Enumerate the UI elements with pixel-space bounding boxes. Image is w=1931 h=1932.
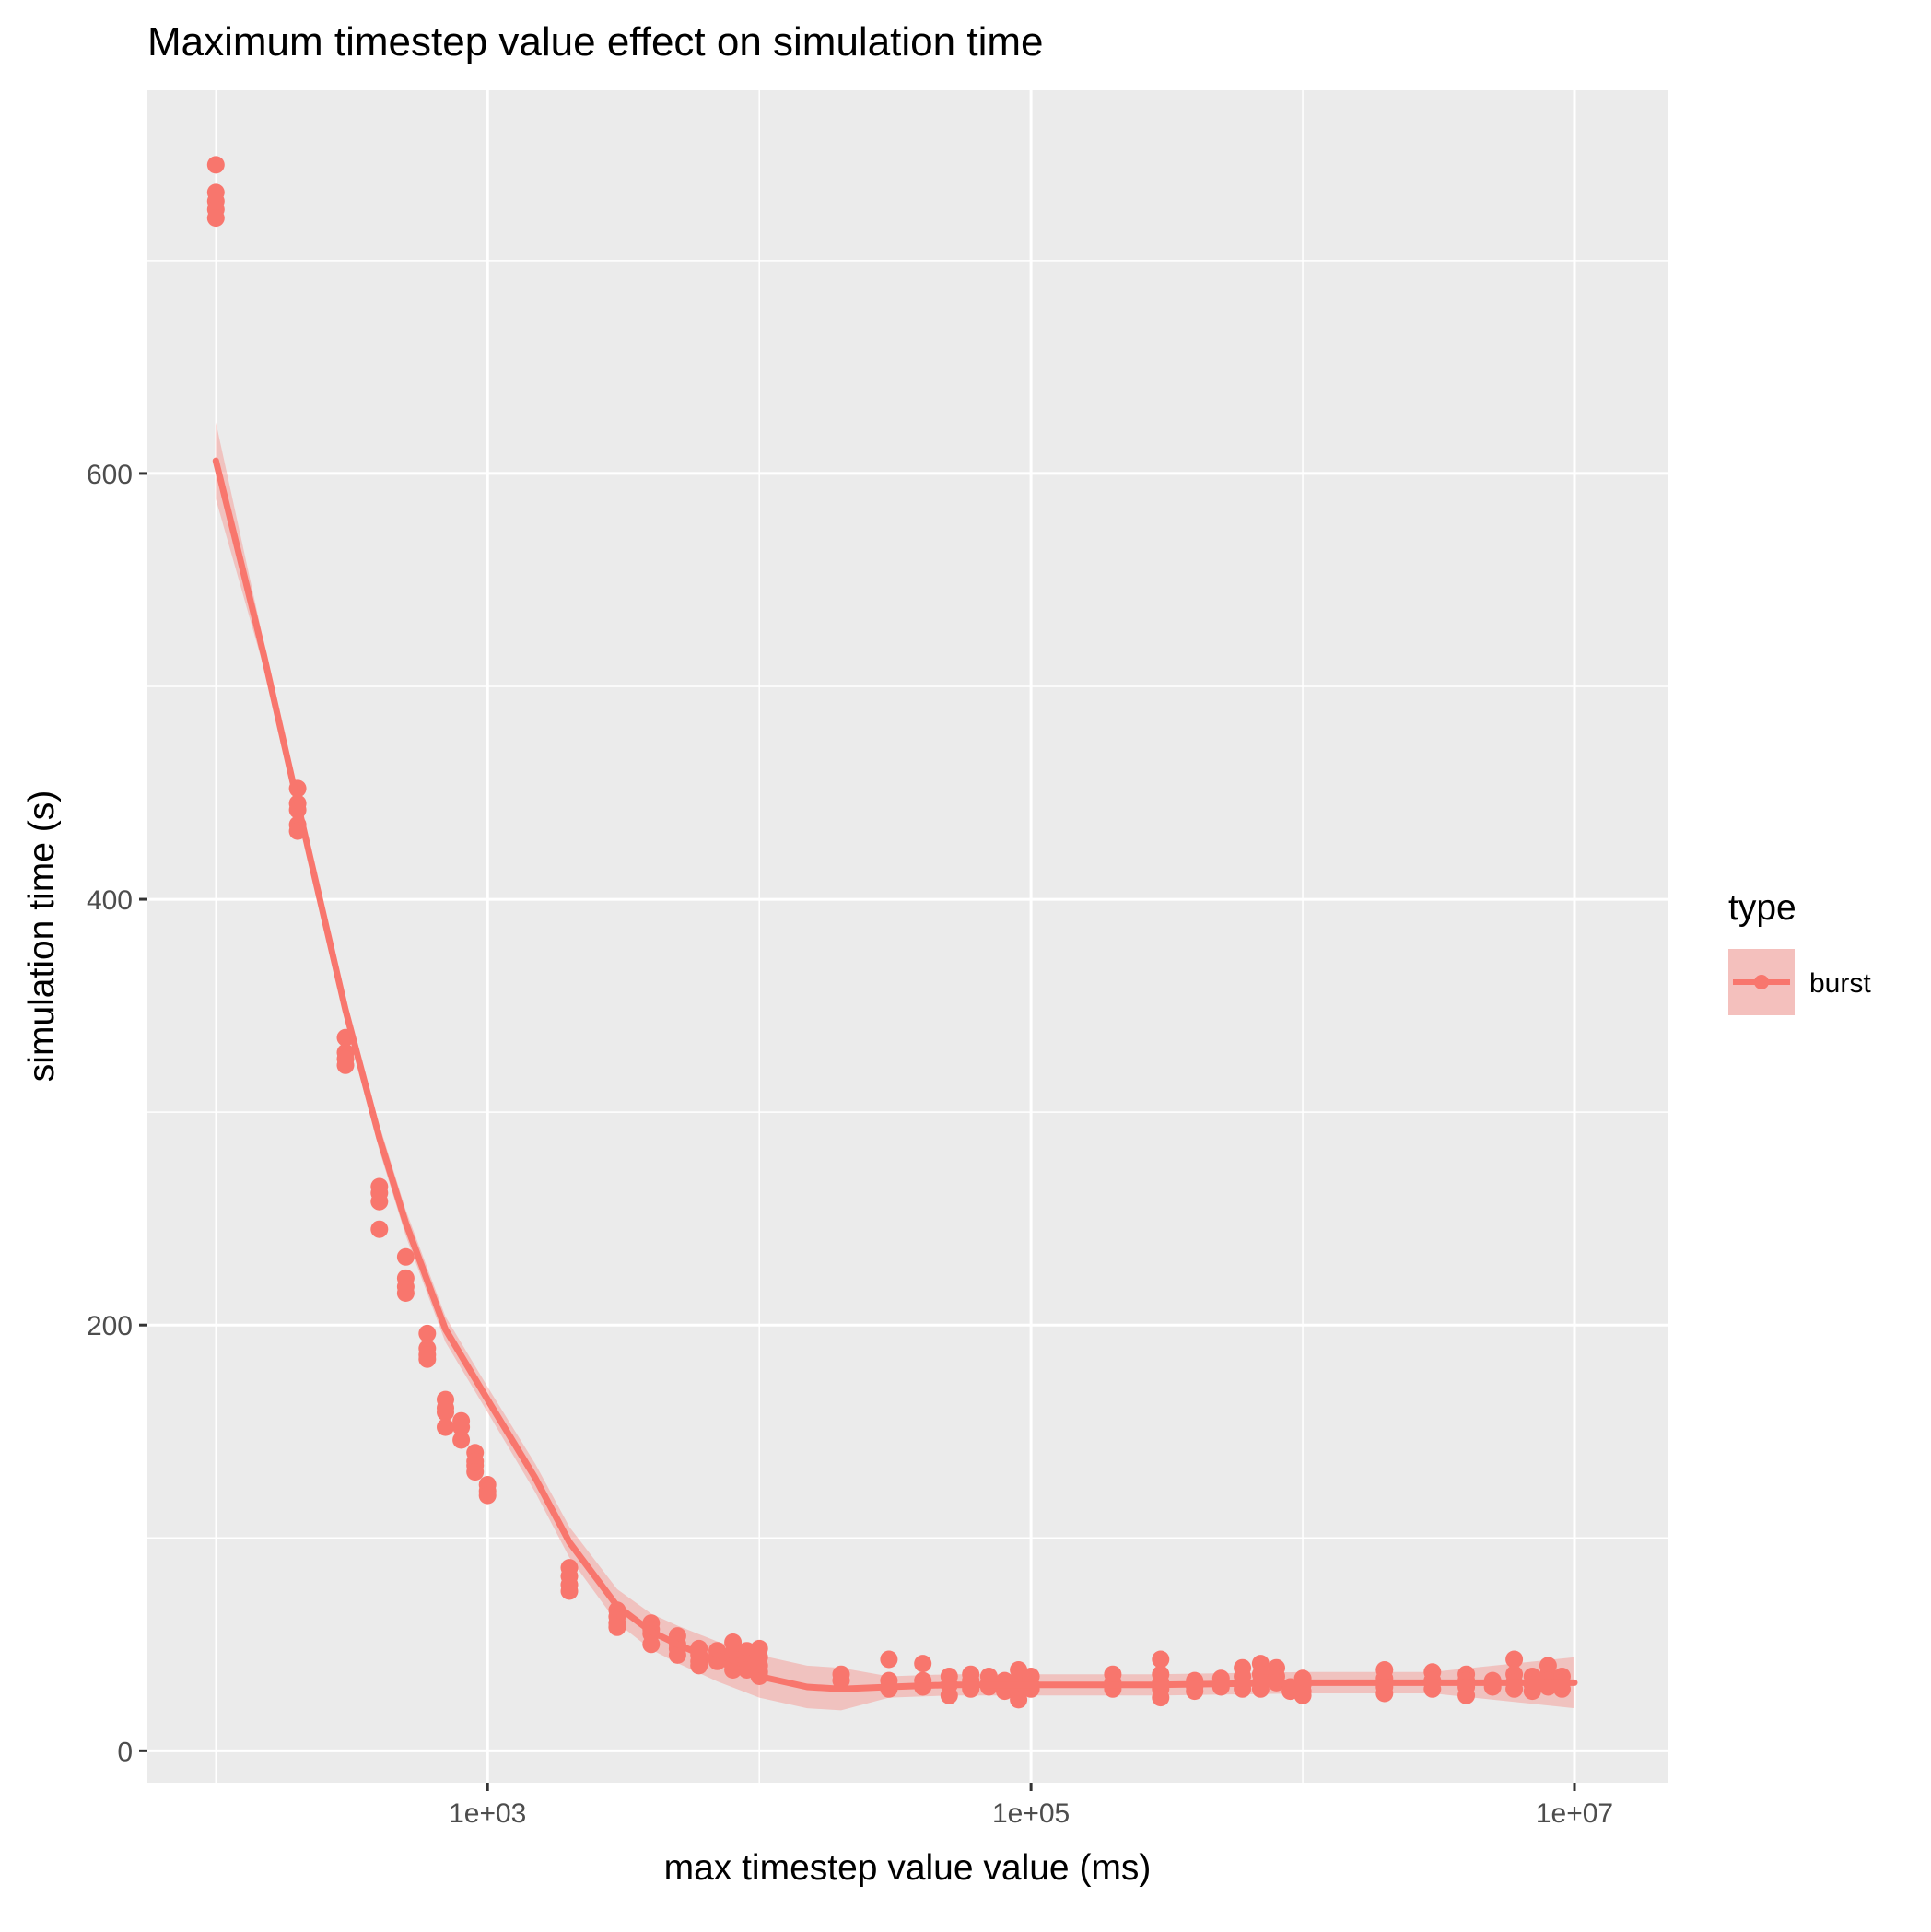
data-point xyxy=(466,1463,485,1481)
x-tick-label: 1e+07 xyxy=(1536,1798,1613,1829)
data-point xyxy=(1152,1689,1170,1707)
data-point xyxy=(1010,1691,1028,1709)
y-tick-label: 200 xyxy=(87,1311,133,1341)
x-tick-label: 1e+05 xyxy=(992,1798,1070,1829)
data-point xyxy=(608,1618,626,1636)
data-point xyxy=(418,1324,437,1342)
x-tick-label: 1e+03 xyxy=(449,1798,526,1829)
grid-major xyxy=(147,90,1668,1783)
data-point xyxy=(396,1247,415,1266)
x-tick-labels: 1e+03 1e+05 1e+07 xyxy=(449,1798,1613,1829)
y-tick-label: 600 xyxy=(87,460,133,490)
series-burst-smooth-line xyxy=(212,457,1578,1692)
data-point xyxy=(1523,1682,1541,1701)
legend-key-point xyxy=(1754,975,1769,989)
y-tick-labels: 0 200 400 600 xyxy=(87,460,133,1767)
data-point xyxy=(370,1220,389,1238)
axis-ticks xyxy=(139,472,1576,1791)
data-point xyxy=(370,1192,389,1211)
data-point xyxy=(690,1657,708,1675)
data-point xyxy=(396,1284,415,1302)
data-point xyxy=(1375,1684,1394,1703)
data-point xyxy=(914,1655,932,1673)
y-tick-label: 0 xyxy=(117,1737,133,1767)
y-tick-label: 400 xyxy=(87,885,133,916)
data-point xyxy=(880,1650,898,1669)
data-point xyxy=(1505,1650,1524,1669)
data-point xyxy=(452,1418,471,1436)
data-point xyxy=(1457,1686,1476,1704)
data-point xyxy=(668,1645,686,1664)
data-point xyxy=(478,1486,497,1505)
data-point xyxy=(336,1056,355,1074)
data-point xyxy=(1152,1650,1170,1669)
chart-title: Maximum timestep value effect on simulat… xyxy=(147,19,1043,64)
data-point xyxy=(940,1686,958,1704)
data-point xyxy=(437,1403,454,1422)
data-point xyxy=(560,1582,579,1600)
data-point xyxy=(452,1431,471,1449)
data-point xyxy=(418,1350,437,1368)
data-point xyxy=(832,1671,850,1690)
grid-minor xyxy=(147,90,1668,1783)
data-point xyxy=(1293,1686,1312,1704)
smooth-line-path xyxy=(212,457,1578,1692)
plot-panel xyxy=(147,90,1668,1783)
legend-title: type xyxy=(1728,888,1796,928)
x-axis-title: max timestep value value (ms) xyxy=(664,1848,1152,1888)
legend-label-burst: burst xyxy=(1809,968,1871,999)
data-point xyxy=(206,156,225,174)
data-point xyxy=(642,1635,661,1654)
legend: type burst xyxy=(1728,888,1871,1015)
data-point xyxy=(437,1418,454,1436)
data-point xyxy=(206,209,225,228)
y-axis-title: simulation time (s) xyxy=(22,790,62,1082)
